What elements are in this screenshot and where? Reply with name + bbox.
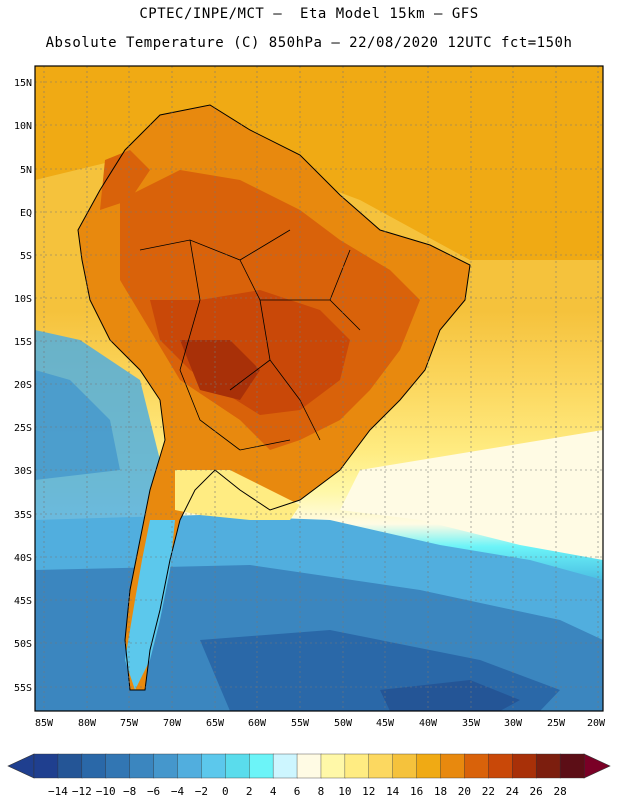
lon-label: 35W — [462, 718, 481, 729]
lat-label: 35S — [14, 510, 32, 521]
interior-hottest-field — [180, 340, 260, 400]
colorbar-cell — [416, 753, 442, 779]
lat-label: 30S — [14, 466, 32, 477]
lat-label: 50S — [14, 639, 32, 650]
colorbar-cell — [57, 753, 83, 779]
colorbar-cell — [559, 753, 585, 779]
lat-label: 10N — [14, 121, 32, 132]
colorbar-tick-label: 28 — [553, 785, 566, 798]
colorbar-cell — [440, 753, 466, 779]
lat-label: 40S — [14, 553, 32, 564]
colorbar-tick-label: −8 — [123, 785, 136, 798]
lat-label: 45S — [14, 596, 32, 607]
colorbar-tick-label: 16 — [410, 785, 423, 798]
colorbar-min-arrow — [7, 753, 35, 779]
colorbar-tick-label: 12 — [362, 785, 375, 798]
lon-label: 60W — [248, 718, 267, 729]
colorbar-tick-label: 10 — [338, 785, 351, 798]
lon-label: 65W — [206, 718, 225, 729]
colorbar-tick-label: 6 — [294, 785, 301, 798]
patagonia-cool-field — [125, 520, 175, 690]
lon-label: 80W — [78, 718, 97, 729]
colorbar-cell — [225, 753, 250, 779]
country-borders — [139, 229, 361, 451]
lat-label: 5N — [20, 165, 32, 176]
colorbar-cell — [320, 753, 346, 779]
lon-label: 70W — [163, 718, 182, 729]
lon-label: 75W — [120, 718, 139, 729]
map-frame — [34, 65, 604, 712]
map-title-line1: CPTEC/INPE/MCT – Eta Model 15km – GFS — [139, 6, 479, 22]
colorbar-cell — [368, 753, 394, 779]
colorbar-tick-label: −4 — [171, 785, 185, 798]
colorbar-tick-label: −12 — [72, 785, 92, 798]
colorbar-cell — [344, 753, 370, 779]
lon-label: 50W — [334, 718, 353, 729]
colorbar-cell — [296, 753, 322, 779]
lat-axis-labels: 15N 10N 5N EQ 5S 10S 15S 20S 25S 30S 35S… — [14, 78, 32, 694]
colorbar-tick-label: 20 — [458, 785, 471, 798]
coastline — [77, 104, 471, 691]
colorbar-tick-label: −6 — [147, 785, 160, 798]
colorbar — [7, 753, 611, 779]
colorbar-cell — [201, 753, 226, 779]
lon-label: 85W — [35, 718, 54, 729]
colorbar-cell — [272, 753, 298, 779]
coldest-core — [380, 680, 520, 711]
colorbar-tick-label: −14 — [48, 785, 68, 798]
colorbar-tick-label: 24 — [506, 785, 520, 798]
colorbar-cell — [177, 753, 203, 779]
colorbar-cell — [488, 753, 513, 779]
map-title-line2: Absolute Temperature (C) 850hPa – 22/08/… — [45, 35, 573, 51]
colorbar-tick-label: 18 — [434, 785, 447, 798]
lat-label: 10S — [14, 294, 32, 305]
colorbar-tick-label: −10 — [96, 785, 116, 798]
colorbar-labels: −14 −12 −10 −8 −6 −4 −2 0 2 4 6 8 10 12 14 16 18 20 22 24 26… — [48, 785, 567, 798]
colorbar-cell — [33, 753, 59, 779]
colorbar-cell — [464, 753, 490, 779]
lon-label: 55W — [291, 718, 310, 729]
lon-axis-labels: 85W 80W 75W 70W 65W 60W 55W 50W 45W 40W … — [35, 718, 606, 729]
colorbar-cell — [81, 753, 107, 779]
lon-label: 20W — [587, 718, 606, 729]
atlantic-pale-band — [340, 430, 603, 560]
field-layer — [35, 66, 603, 711]
lat-label: 55S — [14, 683, 32, 694]
colorbar-cell — [249, 753, 274, 779]
pacific-cold-core — [35, 370, 120, 480]
lat-label: 15N — [14, 78, 32, 89]
colorbar-tick-label: 2 — [246, 785, 253, 798]
colorbar-tick-label: 0 — [222, 785, 229, 798]
lat-label: 15S — [14, 337, 32, 348]
colorbar-cell — [105, 753, 131, 779]
lon-label: 30W — [504, 718, 523, 729]
lat-label: 20S — [14, 380, 32, 391]
colorbar-tick-label: 26 — [530, 785, 543, 798]
lon-label: 40W — [419, 718, 438, 729]
colorbar-cell — [129, 753, 155, 779]
colorbar-tick-label: −2 — [195, 785, 208, 798]
colorbar-cell — [535, 753, 561, 779]
colombia-warm-field — [100, 150, 150, 210]
colorbar-tick-label: 4 — [270, 785, 277, 798]
lat-label: 5S — [20, 251, 32, 262]
lon-label: 25W — [547, 718, 566, 729]
colorbar-cell — [392, 753, 418, 779]
lat-label: EQ — [20, 208, 32, 219]
colorbar-tick-label: 14 — [386, 785, 400, 798]
colorbar-tick-label: 22 — [482, 785, 495, 798]
lon-label: 45W — [376, 718, 395, 729]
pampa-yellow-field — [175, 470, 300, 520]
colorbar-cell — [512, 753, 537, 779]
lat-label: 25S — [14, 423, 32, 434]
colorbar-max-arrow — [583, 753, 611, 779]
colorbar-cell — [153, 753, 179, 779]
colorbar-tick-label: 8 — [318, 785, 325, 798]
